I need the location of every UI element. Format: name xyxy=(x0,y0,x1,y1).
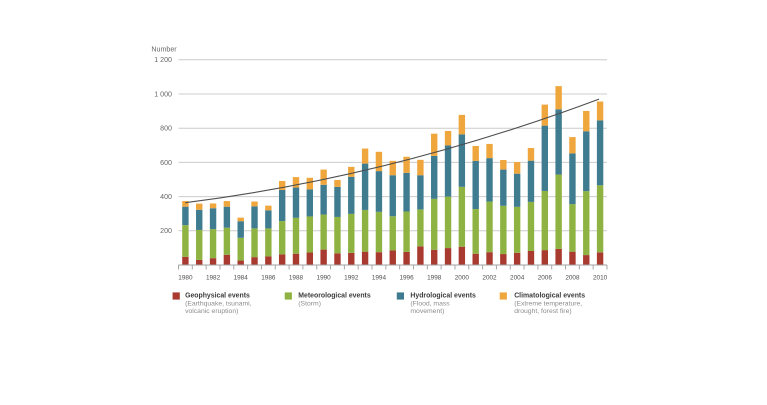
svg-text:(Earthquake, tsunami,: (Earthquake, tsunami, xyxy=(185,300,252,307)
svg-text:movement): movement) xyxy=(410,308,444,315)
svg-text:1988: 1988 xyxy=(289,275,304,282)
svg-text:drought, forest fire): drought, forest fire) xyxy=(514,308,571,315)
svg-text:Climatological events: Climatological events xyxy=(514,292,585,299)
svg-text:2004: 2004 xyxy=(510,275,525,282)
svg-text:1982: 1982 xyxy=(206,275,221,282)
svg-text:2010: 2010 xyxy=(593,275,608,282)
svg-text:1996: 1996 xyxy=(399,275,414,282)
svg-text:(Storm): (Storm) xyxy=(298,300,321,307)
svg-text:1 200: 1 200 xyxy=(154,56,172,64)
svg-text:1994: 1994 xyxy=(372,275,387,282)
svg-text:1992: 1992 xyxy=(344,275,359,282)
svg-text:2000: 2000 xyxy=(455,275,470,282)
svg-text:2008: 2008 xyxy=(565,275,580,282)
svg-text:Hydrological events: Hydrological events xyxy=(410,292,476,299)
svg-text:(Flood, mass: (Flood, mass xyxy=(410,300,450,307)
svg-text:Number: Number xyxy=(151,46,177,54)
svg-text:1980: 1980 xyxy=(178,275,193,282)
svg-text:600: 600 xyxy=(160,159,172,167)
svg-text:1990: 1990 xyxy=(317,275,332,282)
svg-text:1986: 1986 xyxy=(261,275,276,282)
svg-text:2002: 2002 xyxy=(482,275,497,282)
svg-text:(Extreme temperature,: (Extreme temperature, xyxy=(514,300,582,307)
svg-text:2006: 2006 xyxy=(538,275,553,282)
svg-text:Meteorological events: Meteorological events xyxy=(298,292,371,299)
svg-text:Geophysical events: Geophysical events xyxy=(185,292,250,299)
svg-text:volcanic eruption): volcanic eruption) xyxy=(185,308,238,315)
svg-text:200: 200 xyxy=(160,227,172,235)
svg-text:800: 800 xyxy=(160,125,172,133)
svg-text:1998: 1998 xyxy=(427,275,442,282)
svg-text:1 000: 1 000 xyxy=(154,90,172,98)
svg-text:400: 400 xyxy=(160,193,172,201)
svg-text:1984: 1984 xyxy=(234,275,249,282)
